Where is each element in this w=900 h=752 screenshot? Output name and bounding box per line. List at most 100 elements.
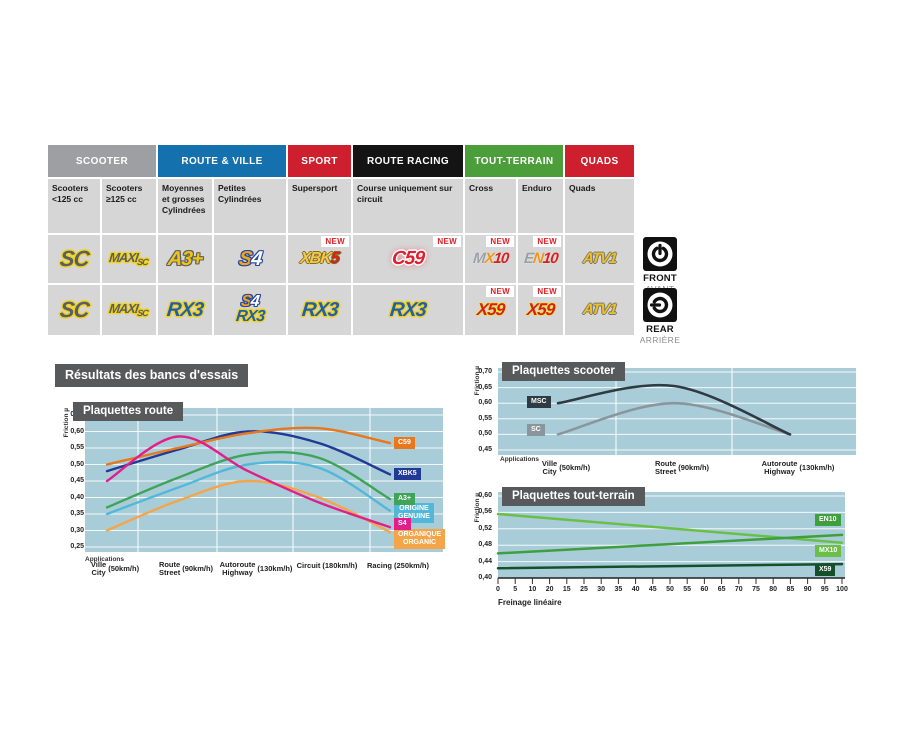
product-matrix: SCOOTER ROUTE & VILLE SPORT ROUTE RACING TOU… — [48, 145, 634, 335]
product-logo-sc: SC — [58, 296, 90, 322]
series-line-x59 — [496, 562, 844, 570]
matrix-cell-front: A3+ — [158, 235, 212, 283]
subheader-cell: Course uniquement sur circuit — [353, 179, 463, 233]
y-tick-label: 0,50 — [70, 460, 84, 468]
y-tick-label: 0,70 — [478, 368, 492, 375]
y-tick-label: 0,50 — [478, 430, 492, 438]
x-tick-label: 5 — [513, 586, 518, 593]
subheader-cell: Petites Cylindrées — [214, 179, 286, 233]
series-label-msc: MSC — [527, 396, 551, 409]
rear-wheel-icon — [643, 288, 677, 322]
x-tick-label: 95 — [820, 586, 829, 593]
series-label-x59: X59 — [815, 564, 836, 577]
subheader-cell: Quads — [565, 179, 634, 233]
x-tick-label: 20 — [545, 586, 554, 593]
series-label-sc: SC — [527, 424, 545, 437]
scooter-plot-svg — [498, 368, 856, 455]
series-label-c59: C59 — [394, 437, 415, 450]
matrix-cell-front: ATV1 — [565, 235, 634, 283]
matrix-cell-rear: MAXISC — [102, 285, 156, 335]
series-line-xbk5 — [105, 430, 392, 476]
terrain-plot-svg — [496, 492, 845, 584]
product-logo-x59: X59 — [525, 300, 556, 320]
rear-label-fr: ARRIÈRE — [639, 335, 681, 345]
y-tick-label: 0,35 — [70, 510, 84, 517]
chart-plaquettes-route: 0,650,600,550,500,450,400,350,300,25Appl… — [62, 400, 460, 595]
product-logo-rx3: RX3 — [235, 308, 266, 325]
new-badge: NEW — [486, 286, 514, 297]
series-line-msc — [556, 383, 792, 436]
series-label-a3-: A3+ — [394, 493, 416, 506]
x-tick-label: 85 — [786, 586, 795, 593]
x-tick-label: 45 — [648, 586, 657, 593]
new-badge: NEW — [433, 236, 461, 247]
subheader-cell: Moyennes et grosses Cylindrées — [158, 179, 212, 233]
applications-label: Applications — [500, 456, 540, 463]
matrix-cell-front: NEW C59 — [353, 235, 463, 283]
x-tick-label: 40 — [631, 586, 640, 593]
category-header-route-racing: ROUTE RACING — [353, 145, 463, 177]
x-tick-label: 65 — [717, 586, 726, 593]
product-logo-maxisc: MAXISC — [108, 249, 149, 267]
y-tick-label: 0,40 — [478, 574, 492, 581]
series-label-s4: S4 — [394, 518, 411, 531]
product-logo-rx3: RX3 — [165, 298, 205, 321]
matrix-cell-rear: NEW X59 — [518, 285, 563, 335]
series-line-sc — [556, 401, 792, 436]
y-tick-label: 0,55 — [70, 444, 84, 451]
x-tick-label: 30 — [597, 586, 606, 593]
front-wheel-icon — [643, 237, 677, 271]
product-logo-x59: X59 — [475, 300, 506, 320]
series-label-xbk5: XBK5 — [394, 468, 421, 481]
y-tick-label: 0,48 — [478, 541, 492, 549]
product-logo-xbk5: XBK5 — [299, 249, 340, 267]
y-tick-label: 0,65 — [478, 383, 492, 391]
x-tick-label: 55 — [683, 586, 692, 593]
matrix-cell-rear: S4 RX3 — [214, 285, 286, 335]
series-line-organique-organic — [105, 479, 392, 534]
series-label-organique-organic: ORGANIQUE ORGANIC — [394, 529, 446, 550]
x-category-label: Route Street (90km/h) — [654, 459, 710, 476]
x-tick-label: 70 — [734, 586, 743, 593]
product-logo-maxisc: MAXISC — [108, 300, 149, 318]
chart-title: Plaquettes route — [73, 402, 184, 421]
new-badge: NEW — [533, 286, 561, 297]
y-tick-label: 0,25 — [70, 543, 84, 550]
x-category-label: Ville City (50km/h) — [541, 459, 591, 476]
product-logo-atv1: ATV1 — [582, 301, 618, 319]
subheader-cell: Supersport — [288, 179, 351, 233]
new-badge: NEW — [533, 236, 561, 247]
product-logo-s4: S4 — [237, 247, 263, 270]
x-tick-label: 60 — [700, 586, 709, 593]
matrix-cell-front: SC — [48, 235, 100, 283]
matrix-cell-rear: SC — [48, 285, 100, 335]
subheader-cell: Scooters <125 cc — [48, 179, 100, 233]
y-axis-title: Friction µ — [474, 493, 481, 523]
x-category-label: Route Street (90km/h) — [158, 560, 214, 577]
category-header-sport: SPORT — [288, 145, 351, 177]
matrix-cell-front: NEW EN10 — [518, 235, 563, 283]
y-axis-title: Friction µ — [63, 408, 70, 438]
matrix-cell-front: NEW MX10 — [465, 235, 516, 283]
x-tick-label: 10 — [528, 586, 537, 593]
y-tick-label: 0,60 — [478, 492, 492, 499]
x-category-label: Ville City (50km/h) — [90, 560, 140, 577]
chart-title: Plaquettes tout-terrain — [502, 487, 645, 506]
chart-plaquettes-scooter: 0,70 0,65 0,60 0,55 0,50 0,45 Applications Vill… — [470, 360, 878, 484]
series-label-en10: EN10 — [815, 514, 841, 527]
y-axis-title: Friction µ — [474, 366, 481, 396]
y-tick-label: 0,45 — [478, 446, 492, 453]
subheader-cell: Cross — [465, 179, 516, 233]
rear-position-indicator: REAR ARRIÈRE — [638, 287, 682, 345]
y-tick-label: 0,60 — [478, 399, 492, 407]
x-category-label: Autoroute Highway (130km/h) — [219, 560, 293, 577]
x-tick-label: 100 — [836, 586, 848, 593]
plot-area — [498, 368, 856, 455]
front-label-en: FRONT — [643, 273, 677, 284]
subheader-cell: Scooters ≥125 cc — [102, 179, 156, 233]
category-header-quads: QUADS — [565, 145, 634, 177]
x-category-label: Racing (250km/h) — [366, 560, 430, 570]
new-badge: NEW — [486, 236, 514, 247]
product-logo-c59: C59 — [390, 248, 426, 270]
product-logo-atv1: ATV1 — [582, 250, 618, 268]
